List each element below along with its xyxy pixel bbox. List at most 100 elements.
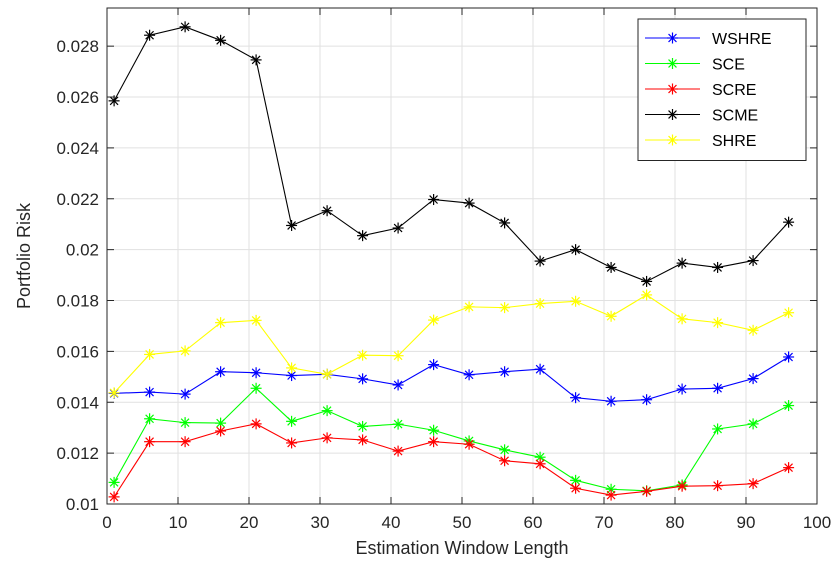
x-tick-label: 80 xyxy=(666,513,685,532)
data-point-scre xyxy=(499,455,511,467)
y-tick-label: 0.024 xyxy=(56,139,99,158)
data-point-scme xyxy=(286,219,298,231)
data-point-sce xyxy=(392,418,404,430)
data-point-shre xyxy=(605,310,617,322)
data-point-wshre xyxy=(250,367,262,379)
legend-marker-shre xyxy=(667,134,678,146)
data-point-shre xyxy=(321,368,333,380)
legend-marker-scre xyxy=(667,83,678,95)
ticks: 0 10 20 30 40 50 60 70 80 90 100 0.01 0.012 0.014 0.01… xyxy=(56,8,831,532)
data-point-shre xyxy=(428,314,440,326)
data-point-scme xyxy=(499,217,511,229)
data-point-shre xyxy=(676,313,688,325)
data-point-scme xyxy=(428,194,440,206)
data-point-shre xyxy=(179,345,191,357)
data-point-scre xyxy=(144,436,156,448)
y-tick-label: 0.012 xyxy=(56,444,99,463)
data-point-sce xyxy=(747,418,759,430)
data-point-wshre xyxy=(641,394,653,406)
data-point-wshre xyxy=(747,373,759,385)
data-point-shre xyxy=(712,317,724,329)
x-tick-label: 10 xyxy=(169,513,188,532)
legend-marker-sce xyxy=(667,58,678,69)
data-point-scre xyxy=(250,418,262,430)
data-point-scme xyxy=(641,275,653,287)
data-point-scme xyxy=(534,255,546,267)
y-tick-label: 0.014 xyxy=(56,393,99,412)
data-point-scre xyxy=(215,425,227,437)
data-point-scre xyxy=(570,482,582,494)
data-point-sce xyxy=(321,405,333,417)
series-line-scre xyxy=(113,423,789,498)
data-point-scme xyxy=(179,21,191,33)
data-point-sce xyxy=(179,417,191,429)
y-tick-label: 0.028 xyxy=(56,37,99,56)
series-wshre xyxy=(108,351,795,407)
data-point-scre xyxy=(392,445,404,457)
data-point-shre xyxy=(499,302,511,314)
x-tick-label: 100 xyxy=(803,513,831,532)
data-point-scme xyxy=(321,205,333,217)
x-tick-label: 50 xyxy=(453,513,472,532)
data-point-wshre xyxy=(676,383,688,395)
data-point-wshre xyxy=(392,379,404,391)
y-tick-label: 0.01 xyxy=(66,495,99,514)
legend: WSHRE SCE SCRE SCME SHRE xyxy=(637,18,807,161)
x-tick-label: 30 xyxy=(311,513,330,532)
y-tick-label: 0.02 xyxy=(66,241,99,260)
data-point-shre xyxy=(144,348,156,360)
series-group xyxy=(108,21,795,503)
legend-label-wshre: WSHRE xyxy=(712,31,772,48)
series-scme xyxy=(108,21,795,287)
x-tick-label: 20 xyxy=(240,513,259,532)
data-point-shre xyxy=(534,298,546,310)
series-line-scme xyxy=(113,26,790,283)
data-point-scre xyxy=(783,462,795,474)
data-point-wshre xyxy=(712,382,724,394)
x-tick-label: 70 xyxy=(595,513,614,532)
data-point-sce xyxy=(250,382,262,394)
data-point-shre xyxy=(463,301,475,313)
data-point-scre xyxy=(286,437,298,449)
data-point-wshre xyxy=(144,386,156,398)
data-point-wshre xyxy=(499,366,511,378)
data-point-shre xyxy=(215,317,227,329)
data-point-scre xyxy=(357,434,369,446)
series-line-sce xyxy=(113,387,789,492)
data-point-shre xyxy=(783,307,795,319)
data-point-scme xyxy=(357,230,369,242)
data-point-scre xyxy=(179,436,191,448)
y-tick-label: 0.026 xyxy=(56,88,99,107)
series-line-shre xyxy=(113,294,789,394)
data-point-scre xyxy=(534,458,546,470)
data-point-scme xyxy=(392,222,404,234)
legend-label-shre: SHRE xyxy=(712,133,756,150)
data-point-shre xyxy=(286,362,298,374)
x-tick-label: 0 xyxy=(102,513,111,532)
data-point-scme xyxy=(144,29,156,41)
data-point-scme xyxy=(747,255,759,267)
data-point-scme xyxy=(108,95,120,107)
data-point-scre xyxy=(605,489,617,501)
y-tick-label: 0.016 xyxy=(56,342,99,361)
data-point-shre xyxy=(641,289,653,301)
data-point-sce xyxy=(783,400,795,412)
data-point-scme xyxy=(783,216,795,228)
data-point-sce xyxy=(357,420,369,432)
data-point-wshre xyxy=(783,351,795,363)
data-point-wshre xyxy=(179,388,191,400)
y-tick-label: 0.018 xyxy=(56,292,99,311)
series-scre xyxy=(108,418,795,503)
x-tick-label: 40 xyxy=(382,513,401,532)
data-point-wshre xyxy=(570,392,582,404)
data-point-scre xyxy=(712,480,724,492)
legend-label-scme: SCME xyxy=(712,108,758,125)
x-tick-label: 60 xyxy=(524,513,543,532)
series-line-wshre xyxy=(114,356,789,402)
data-point-sce xyxy=(428,424,440,436)
data-point-sce xyxy=(108,476,120,488)
data-point-sce xyxy=(499,444,511,456)
data-point-scre xyxy=(428,436,440,448)
data-point-scme xyxy=(605,261,617,273)
